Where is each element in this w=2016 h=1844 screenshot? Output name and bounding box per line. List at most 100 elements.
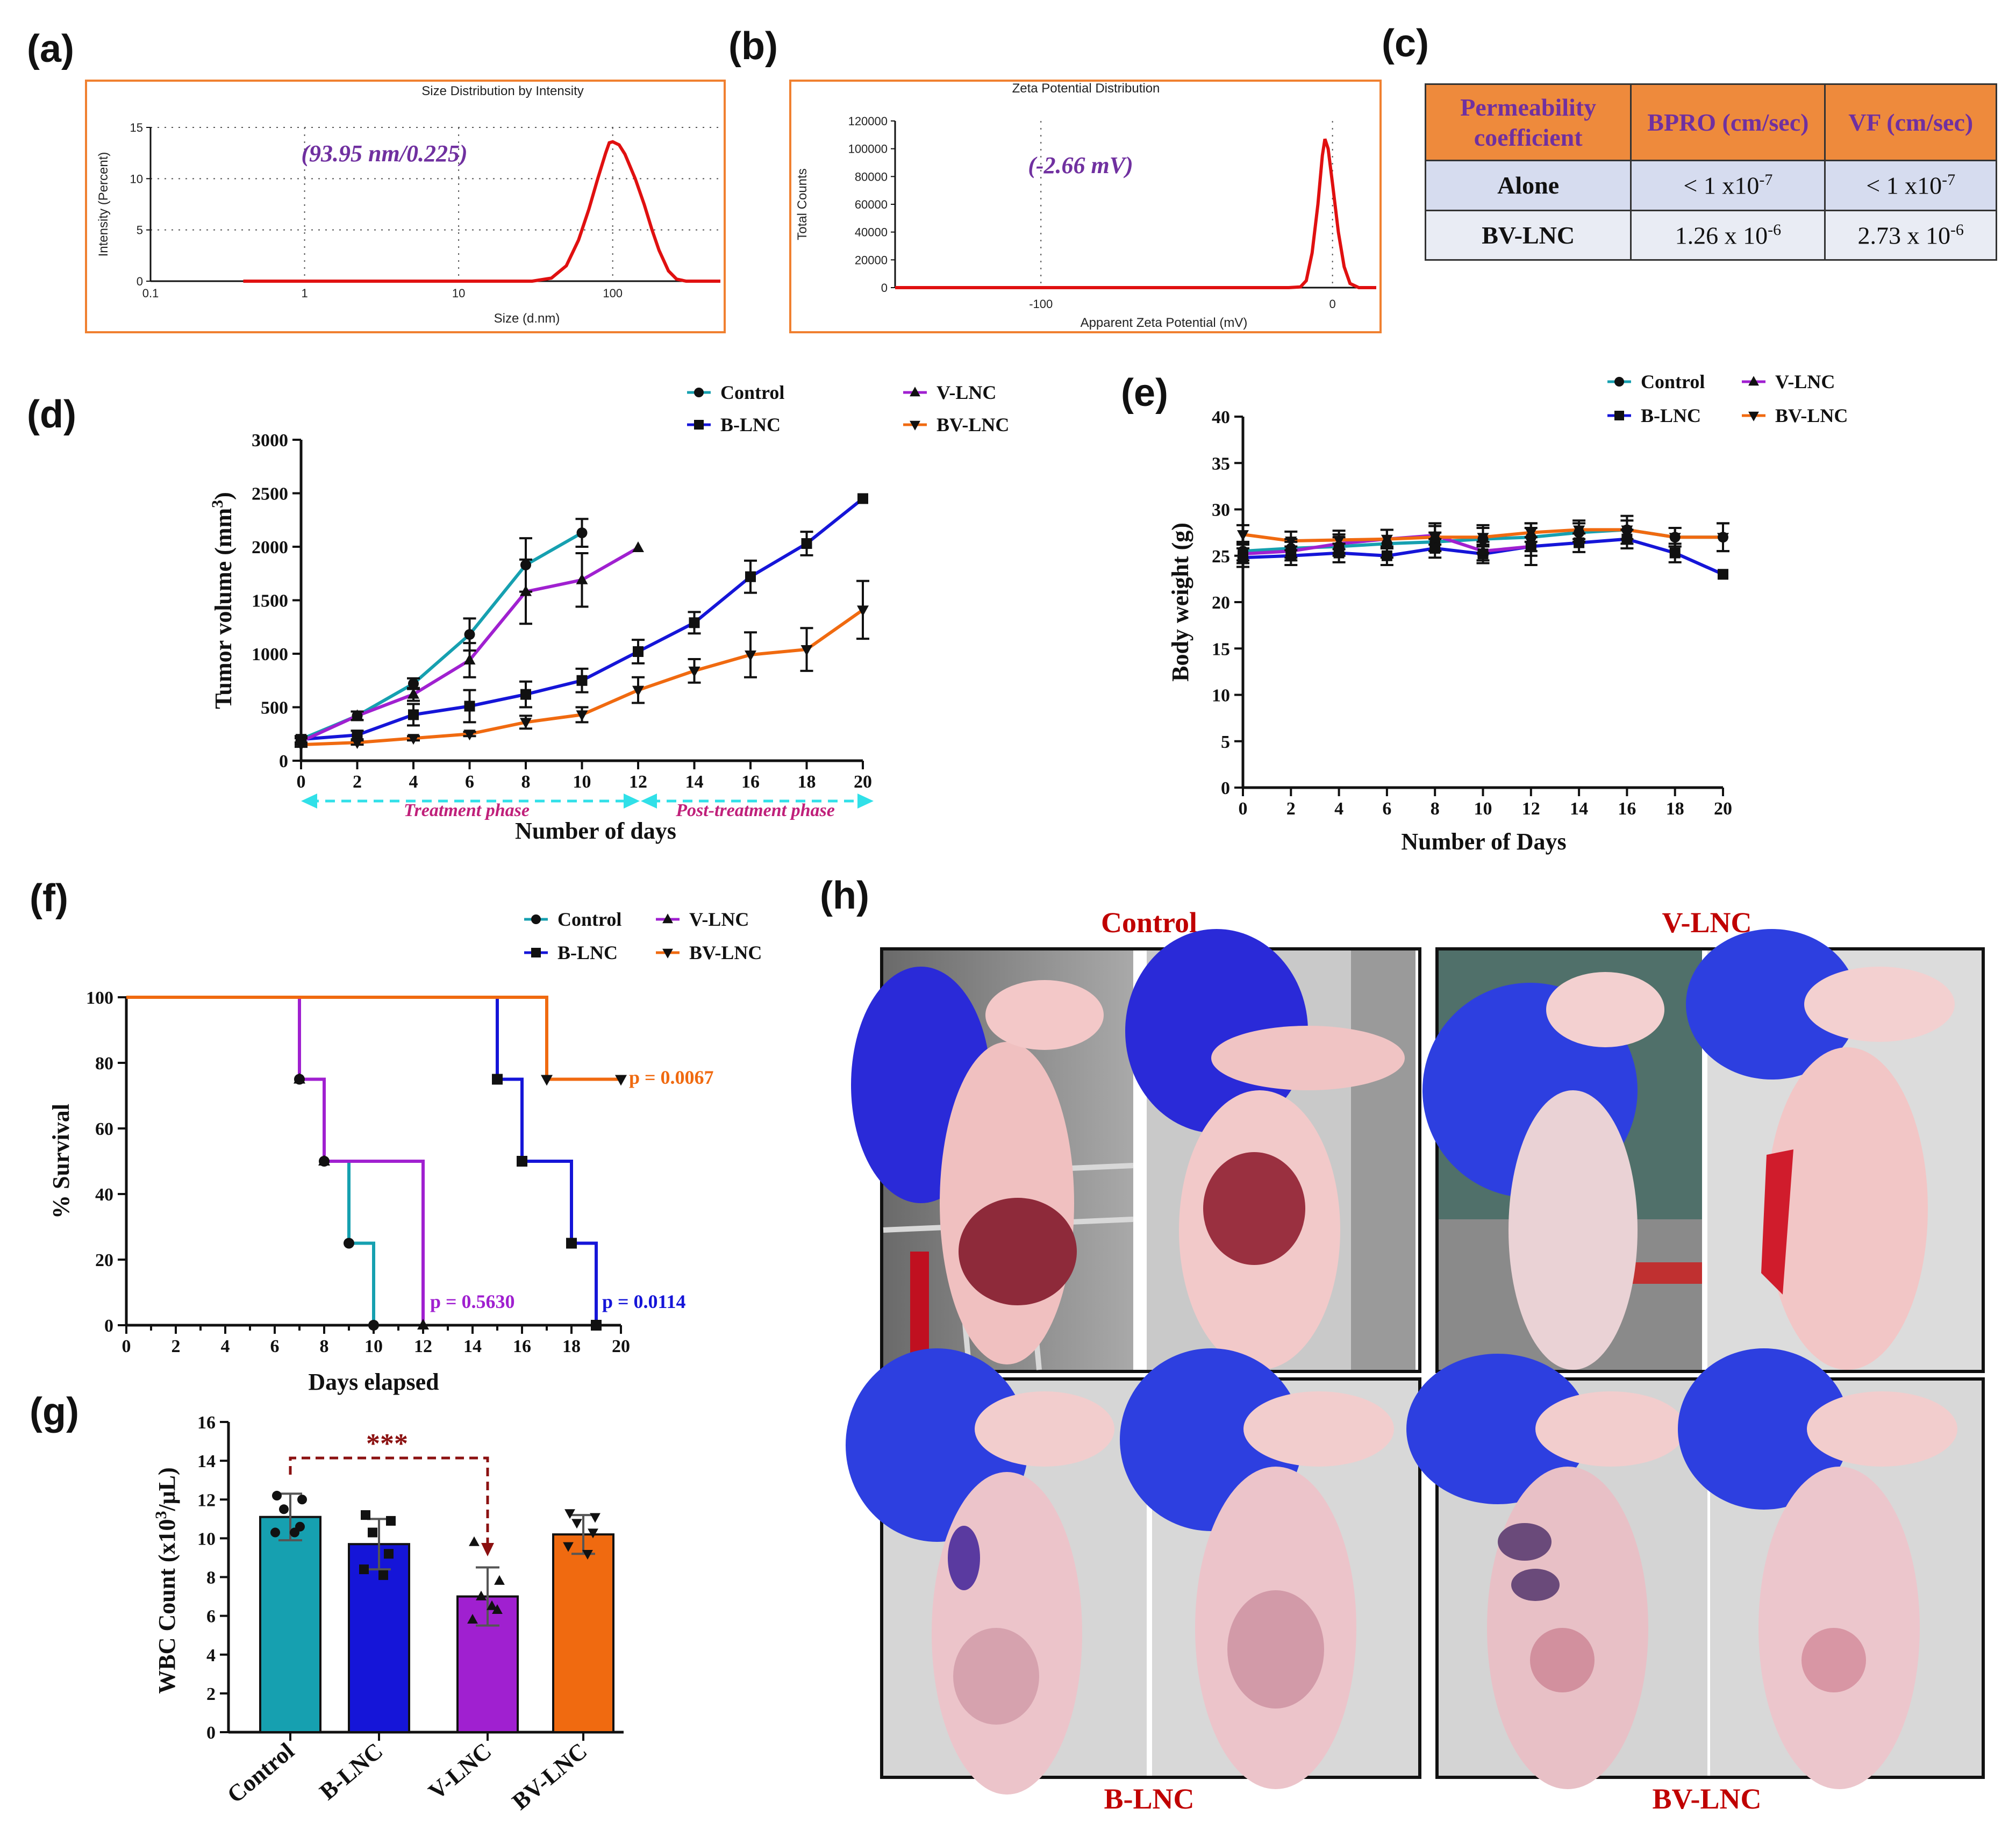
- data-point: [384, 1549, 394, 1559]
- x-tick-label: 12: [414, 1336, 432, 1356]
- panel-b-frame: [789, 80, 1382, 333]
- x-tick-label: 16: [513, 1336, 531, 1356]
- x-tick-label: 6: [270, 1336, 280, 1356]
- x-tick-label: 1: [301, 287, 308, 300]
- data-point: [520, 585, 532, 596]
- panel-b-annotation: (-2.66 mV): [1028, 152, 1133, 178]
- y-tick-label: 1500: [252, 591, 288, 611]
- x-tick-label: 8: [521, 772, 531, 792]
- legend-label: B-LNC: [557, 942, 618, 963]
- data-point: [464, 701, 475, 712]
- category-label: BV-LNC: [507, 1738, 592, 1815]
- legend-marker: [1614, 411, 1624, 420]
- data-point: [520, 718, 532, 729]
- data-point: [1669, 533, 1681, 544]
- x-tick-label: 10: [364, 1336, 383, 1356]
- y-tick-label: 20000: [855, 253, 888, 267]
- legend-label: Control: [557, 909, 621, 930]
- panel-a-xlabel: Size (d.nm): [494, 311, 560, 326]
- data-point: [1285, 537, 1297, 548]
- data-point: [563, 1542, 574, 1552]
- legend-label: V-LNC: [1775, 371, 1835, 392]
- treatment-phase-label: Treatment phase: [404, 801, 530, 820]
- panel-label-c: (c): [1382, 22, 1429, 65]
- x-tick-label: 20: [854, 772, 872, 792]
- data-point: [564, 1509, 575, 1519]
- mouse-photo: [1120, 1348, 1418, 1789]
- data-point: [566, 1238, 577, 1249]
- x-tick-label: 20: [612, 1336, 630, 1356]
- p-value-bvlnc: p = 0.0067: [629, 1067, 714, 1088]
- p-value-vlnc: p = 0.5630: [430, 1291, 515, 1312]
- y-tick-label: 20: [95, 1250, 113, 1270]
- bar: [259, 1516, 321, 1734]
- y-tick-label: 500: [261, 698, 288, 718]
- data-point: [344, 1238, 354, 1249]
- data-point: [520, 689, 531, 700]
- data-point: [1717, 533, 1729, 544]
- table-row: BV-LNC 1.26 x 10-6 2.73 x 10-6: [1424, 209, 1997, 261]
- x-tick-label: 2: [171, 1336, 181, 1356]
- x-tick-label: 0.1: [142, 287, 159, 300]
- y-tick-label: 0: [1221, 778, 1230, 798]
- category-label: Control: [222, 1738, 299, 1808]
- zeta-potential-curve: [895, 138, 1376, 289]
- y-tick-label: 16: [197, 1413, 216, 1433]
- x-tick-label: 2: [1286, 799, 1296, 819]
- x-tick-label: 18: [1666, 799, 1684, 819]
- x-tick-label: 6: [465, 772, 474, 792]
- panel-b-ylabel: Total Counts: [795, 168, 810, 240]
- mouse-photo: [851, 950, 1134, 1370]
- data-point: [745, 571, 756, 582]
- data-point: [487, 1600, 497, 1610]
- survival-step-line: [126, 996, 621, 1081]
- data-point: [1237, 547, 1249, 559]
- data-point: [361, 1510, 370, 1520]
- data-point: [297, 1495, 307, 1505]
- y-tick-label: 120000: [848, 115, 888, 128]
- y-tick-label: 25: [1212, 547, 1230, 567]
- data-point: [1381, 534, 1393, 546]
- photo-group-vlnc: [1422, 929, 1985, 1373]
- x-tick-label: 8: [1431, 799, 1440, 819]
- legend-marker: [531, 914, 541, 924]
- x-tick-label: 14: [1570, 799, 1588, 819]
- x-tick-label: 12: [1522, 799, 1540, 819]
- legend-label: V-LNC: [689, 909, 749, 930]
- x-tick-label: 100: [603, 287, 623, 300]
- y-tick-label: 6: [206, 1607, 216, 1627]
- y-tick-label: 60000: [855, 198, 888, 211]
- legend-label: Control: [1641, 371, 1705, 392]
- data-point: [1718, 569, 1728, 580]
- wbc-count-chart: 0 2 4 6 8 10 12 14 16 Control B-LNC V-LNC BV-LNC ***…: [152, 1413, 624, 1815]
- data-point: [1477, 545, 1489, 556]
- legend-label: Control: [720, 382, 784, 403]
- data-point: [1669, 547, 1681, 559]
- data-point: [800, 645, 813, 656]
- cell-alone-vf: < 1 x10-7: [1824, 160, 1997, 211]
- survival-chart: Control B-LNC V-LNC BV-LNC 0 20 40 60 80 100 0 2 4 6…: [48, 909, 762, 1395]
- panel-label-f: (f): [30, 877, 68, 920]
- x-tick-label: 0: [1329, 297, 1336, 311]
- treatment-arrow-left-head: [301, 794, 317, 809]
- data-point: [351, 709, 363, 720]
- mouse-photo: [1678, 1348, 1982, 1789]
- data-point: [801, 538, 812, 549]
- permeability-table: Permeability coefficient BPRO (cm/sec) V…: [1424, 83, 1997, 261]
- y-tick-label: 10: [1212, 686, 1230, 706]
- data-point: [359, 1564, 369, 1575]
- photo-group-bvlnc: [1406, 1348, 1985, 1789]
- size-distribution-curve: [243, 140, 720, 283]
- row-label-alone: Alone: [1424, 160, 1632, 211]
- mouse-photo: [1406, 1354, 1707, 1789]
- post-arrow-right-head: [857, 794, 874, 809]
- data-point: [689, 617, 700, 628]
- y-tick-label: 5: [137, 224, 143, 237]
- x-tick-label: 0: [297, 772, 306, 792]
- data-point: [590, 1513, 600, 1523]
- x-tick-label: 20: [1714, 799, 1732, 819]
- panel-label-g: (g): [30, 1390, 79, 1433]
- post-treatment-phase-label: Post-treatment phase: [675, 801, 835, 820]
- y-tick-label: 10: [130, 172, 143, 185]
- x-tick-label: 14: [463, 1336, 482, 1356]
